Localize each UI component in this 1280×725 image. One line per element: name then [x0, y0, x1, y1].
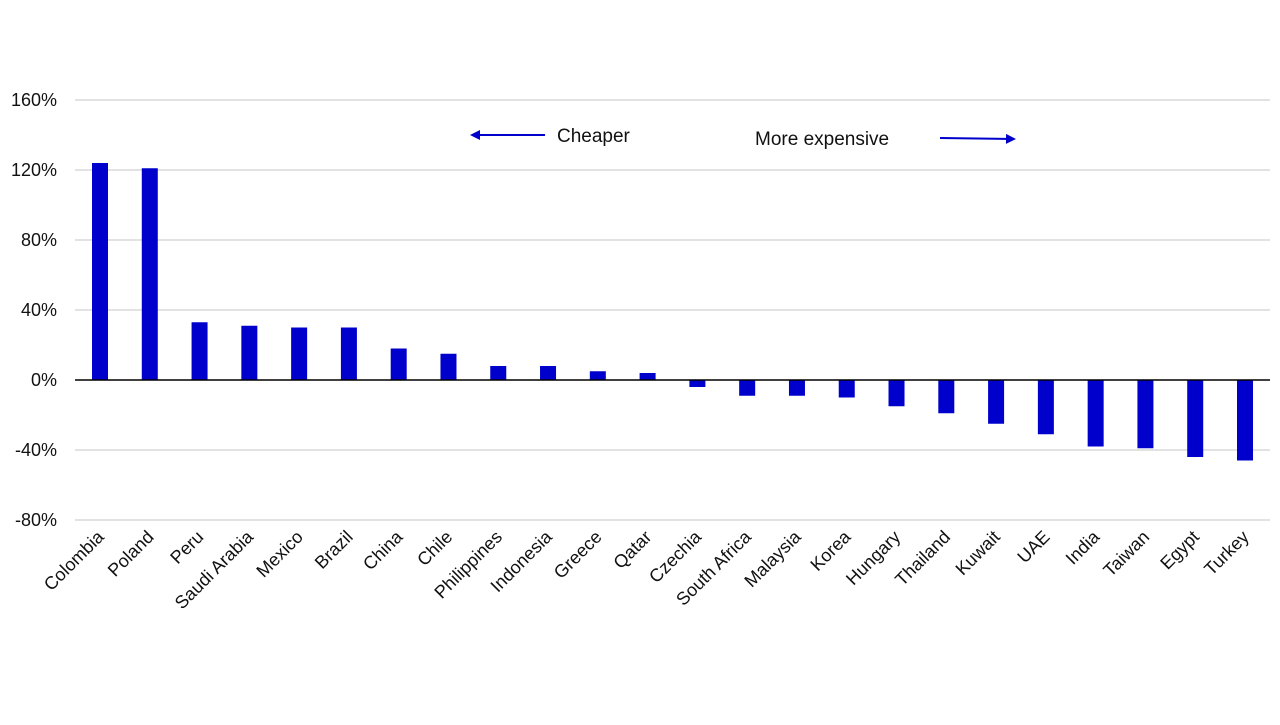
x-tick-label: UAE — [1013, 527, 1053, 567]
bar — [540, 366, 557, 380]
bar — [988, 380, 1005, 424]
bar — [490, 366, 507, 380]
annotations: Cheaper More expensive — [470, 126, 1016, 150]
y-tick-label: 120% — [11, 160, 57, 180]
x-tick-label: Colombia — [40, 526, 109, 595]
bar — [639, 373, 656, 380]
y-tick-label: -80% — [15, 510, 57, 530]
x-tick-label: Egypt — [1156, 527, 1203, 574]
x-tick-label: India — [1062, 526, 1104, 568]
x-tick-label: Kuwait — [952, 527, 1004, 579]
bar — [689, 380, 706, 387]
y-tick-label: -40% — [15, 440, 57, 460]
bar — [92, 163, 108, 380]
bar — [340, 327, 357, 380]
x-tick-label: China — [359, 526, 407, 574]
bar — [1187, 380, 1204, 457]
bar — [1037, 380, 1054, 435]
more-expensive-label: More expensive — [755, 129, 889, 150]
x-tick-label: Greece — [550, 527, 606, 583]
x-tick-label: Poland — [104, 527, 158, 581]
bar — [888, 380, 905, 407]
x-tick-label: Thailand — [891, 527, 954, 590]
bars — [92, 163, 1253, 461]
bar — [241, 325, 258, 380]
bar — [1237, 380, 1253, 461]
bar — [291, 327, 308, 380]
x-tick-label: Chile — [413, 527, 456, 570]
x-tick-label: Peru — [166, 527, 207, 568]
x-tick-label: Turkey — [1200, 527, 1253, 580]
x-tick-label: Malaysia — [740, 526, 805, 591]
x-tick-label: Taiwan — [1100, 527, 1154, 581]
cheaper-label: Cheaper — [557, 126, 631, 147]
bar — [440, 353, 457, 380]
y-tick-label: 0% — [31, 370, 57, 390]
y-tick-label: 80% — [21, 230, 57, 250]
bar — [938, 380, 955, 414]
bar — [788, 380, 805, 396]
grid-lines — [75, 99, 1270, 521]
x-tick-label: Brazil — [311, 527, 357, 573]
bar — [141, 168, 158, 380]
bar — [191, 322, 208, 380]
y-axis-ticks: 160% 120% 80% 40% 0% -40% -80% — [11, 90, 57, 530]
bar — [589, 371, 606, 380]
bar — [390, 348, 407, 380]
y-tick-label: 40% — [21, 300, 57, 320]
y-tick-label: 160% — [11, 90, 57, 110]
more-expensive-arrow — [939, 133, 1016, 144]
bar — [739, 380, 756, 396]
bar — [1137, 380, 1154, 449]
x-tick-label: Mexico — [253, 527, 307, 581]
bar — [1087, 380, 1104, 447]
x-tick-label: Qatar — [609, 527, 655, 573]
x-tick-label: Korea — [806, 526, 855, 575]
bar — [838, 380, 855, 398]
